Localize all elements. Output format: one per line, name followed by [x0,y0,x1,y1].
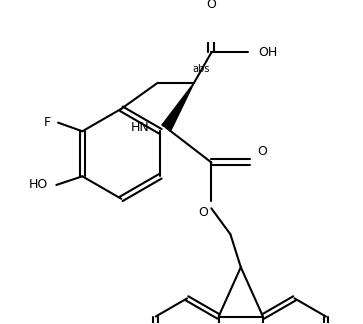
Text: O: O [198,206,208,219]
Text: F: F [44,116,51,129]
Text: OH: OH [258,46,277,59]
Polygon shape [162,83,194,131]
Text: HO: HO [28,179,48,191]
Text: O: O [257,145,267,158]
Text: abs: abs [192,64,210,74]
Text: HN: HN [130,121,149,134]
Text: O: O [207,0,216,11]
